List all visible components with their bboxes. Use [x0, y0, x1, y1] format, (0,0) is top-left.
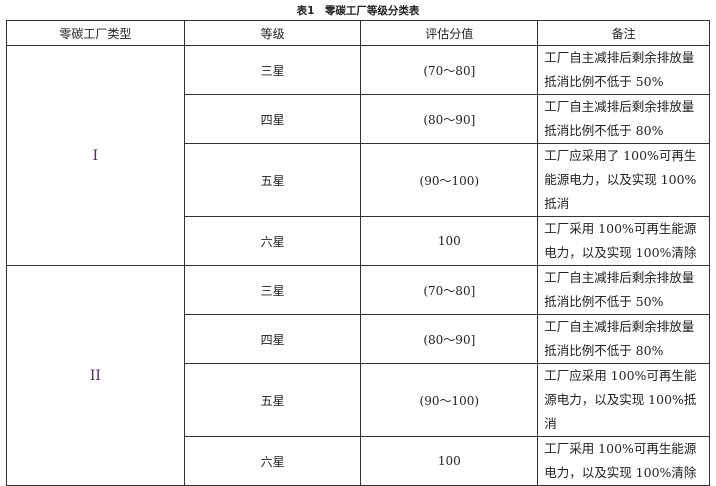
- score-cell: (80～90]: [360, 314, 539, 364]
- header-level: 等级: [183, 20, 362, 46]
- score-cell: (90～100): [360, 143, 539, 217]
- score-cell: 100: [360, 216, 539, 266]
- level-cell: 六星: [183, 216, 362, 266]
- level-cell: 四星: [183, 94, 362, 144]
- factory-type-cell: I: [6, 45, 185, 266]
- score-cell: (80～90]: [360, 94, 539, 144]
- level-cell: 三星: [183, 265, 362, 315]
- level-cell: 六星: [183, 436, 362, 486]
- header-note: 备注: [537, 20, 710, 46]
- note-cell: 工厂自主减排后剩余排放量抵消比例不低于 80%: [537, 314, 710, 364]
- note-cell: 工厂采用 100%可再生能源电力，以及实现 100%清除: [537, 216, 710, 266]
- note-cell: 工厂采用 100%可再生能源电力，以及实现 100%清除: [537, 436, 710, 486]
- header-row: 零碳工厂类型 等级 评估分值 备注: [6, 20, 710, 46]
- table-row: 四星 (80～90] 工厂自主减排后剩余排放量抵消比例不低于 80%: [7, 94, 710, 144]
- header-type: 零碳工厂类型: [6, 20, 185, 46]
- score-cell: (70～80]: [360, 265, 539, 315]
- table-row: II 三星 (70～80] 工厂自主减排后剩余排放量抵消比例不低于 50%: [6, 265, 710, 486]
- score-cell: (90～100): [360, 363, 539, 437]
- level-cell: 四星: [183, 314, 362, 364]
- table-row: 五星 (90～100) 工厂应采用了 100%可再生能源电力，以及实现 100%抵消: [7, 143, 710, 217]
- score-cell: 100: [360, 436, 539, 486]
- note-cell: 工厂自主减排后剩余排放量抵消比例不低于 80%: [537, 94, 710, 144]
- header-score: 评估分值: [360, 20, 539, 46]
- table-row: I 三星 (70～80] 工厂自主减排后剩余排放量抵消比例不低于 50%: [6, 45, 710, 266]
- table-caption: 表1 零碳工厂等级分类表: [296, 5, 420, 17]
- score-cell: (70～80]: [360, 45, 539, 95]
- note-cell: 工厂应采用 100%可再生能源电力，以及实现 100%抵消: [537, 363, 710, 437]
- table-row: 六星 100 工厂采用 100%可再生能源电力，以及实现 100%清除: [7, 216, 710, 266]
- factory-type-cell: II: [6, 265, 185, 486]
- table-row: 四星 (80～90] 工厂自主减排后剩余排放量抵消比例不低于 80%: [7, 314, 710, 364]
- level-cell: 五星: [183, 363, 362, 437]
- note-cell: 工厂应采用了 100%可再生能源电力，以及实现 100%抵消: [537, 143, 710, 217]
- level-cell: 三星: [183, 45, 362, 95]
- zero-carbon-factory-table: 零碳工厂类型 等级 评估分值 备注 I 三星 (70～80] 工厂自主减排后剩余排放量…: [6, 20, 710, 486]
- note-cell: 工厂自主减排后剩余排放量抵消比例不低于 50%: [537, 265, 710, 315]
- table-row: 五星 (90～100) 工厂应采用 100%可再生能源电力，以及实现 100%抵消: [7, 363, 710, 437]
- note-cell: 工厂自主减排后剩余排放量抵消比例不低于 50%: [537, 45, 710, 95]
- level-cell: 五星: [183, 143, 362, 217]
